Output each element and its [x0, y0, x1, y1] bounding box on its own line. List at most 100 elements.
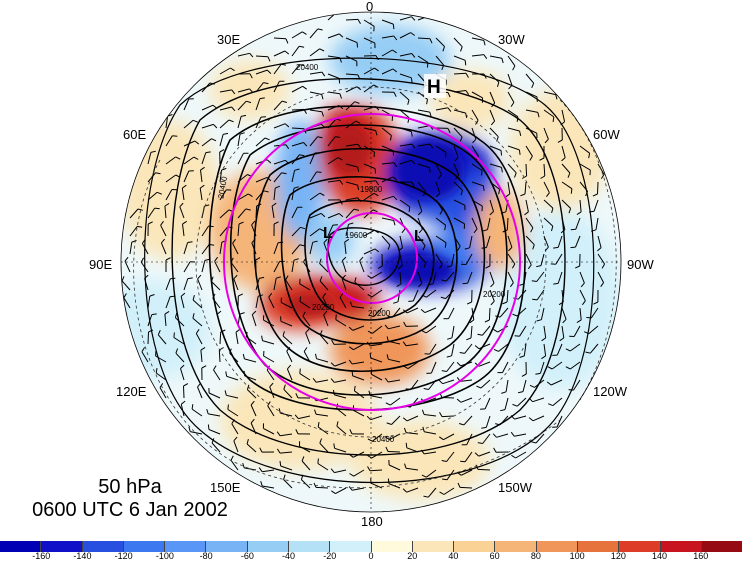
wind-barb — [201, 260, 206, 273]
wind-barb — [381, 19, 394, 25]
wind-barb — [540, 253, 545, 266]
wind-barb — [237, 208, 247, 219]
wind-barb-feather — [192, 313, 195, 319]
wind-barb-feather — [565, 366, 571, 370]
wind-barb-feather — [351, 370, 354, 376]
wind-barb-feather — [403, 427, 407, 433]
wind-barb — [219, 134, 224, 147]
wind-barb — [345, 163, 358, 168]
wind-barb — [316, 413, 329, 417]
polar-stereographic-map: 20400 20200 19600 20200 20200 20400 1980… — [120, 11, 622, 513]
wind-barb-feather — [426, 99, 428, 105]
wind-barb-feather — [562, 318, 567, 324]
wind-barb — [301, 460, 311, 471]
wind-barb — [208, 413, 221, 417]
wind-barb-feather — [466, 337, 472, 341]
wind-barb-feather — [211, 138, 217, 142]
wind-barb-feather — [342, 256, 347, 261]
colorbar-tick-label: 0 — [368, 551, 374, 561]
wind-barb — [247, 389, 257, 399]
wind-barb-feather — [410, 77, 413, 83]
wind-barb — [268, 296, 275, 309]
wind-barb — [165, 189, 173, 201]
wind-barb — [316, 358, 329, 363]
wind-barb-feather — [392, 49, 397, 54]
wind-barb-feather — [333, 443, 336, 449]
wind-barb-feather — [230, 455, 234, 461]
wind-barb — [335, 319, 347, 327]
wind-barb — [561, 307, 567, 320]
wind-barb-feather — [155, 368, 158, 374]
wind-barb-feather — [299, 154, 305, 157]
wind-barb-feather — [239, 312, 245, 315]
wind-barb — [561, 109, 566, 122]
wind-barb-feather — [473, 228, 478, 234]
wind-barb — [315, 486, 329, 489]
wind-barb — [556, 343, 563, 356]
wind-barb-feather — [287, 364, 292, 370]
wind-barb — [147, 191, 158, 201]
wind-barb — [231, 423, 239, 435]
wind-barb-feather — [207, 424, 210, 430]
wind-barb-feather — [238, 221, 244, 225]
wind-barb-feather — [255, 257, 261, 261]
wind-barb — [516, 397, 527, 407]
wind-barb — [561, 181, 573, 190]
wind-barb — [406, 432, 419, 435]
wind-barb-feather — [581, 300, 586, 306]
wind-barb — [226, 375, 239, 381]
wind-barb — [299, 373, 311, 381]
wind-barb — [363, 84, 374, 93]
wind-barb — [283, 479, 293, 489]
wind-barb — [183, 242, 189, 255]
wind-barb — [435, 55, 445, 66]
wind-barb-feather — [393, 301, 399, 304]
wind-barb — [183, 278, 189, 291]
wind-barb — [327, 33, 340, 39]
wind-barb-feather — [239, 132, 245, 135]
wind-barb — [273, 278, 277, 291]
wind-barb — [459, 486, 473, 489]
wind-barb-feather — [353, 385, 356, 391]
wind-barb — [183, 261, 191, 273]
wind-barb-feather — [454, 156, 459, 162]
colorbar-swatch — [618, 541, 660, 552]
wind-barb-feather — [250, 418, 255, 424]
wind-barb — [561, 199, 571, 209]
wind-barb-feather — [457, 246, 461, 251]
wind-barb — [363, 229, 375, 237]
wind-barb — [309, 242, 314, 255]
wind-barb-feather — [187, 241, 193, 243]
wind-barb — [219, 209, 230, 219]
wind-barb-feather — [301, 456, 305, 462]
wind-barb-feather — [124, 256, 129, 262]
wind-barb-feather — [389, 135, 392, 141]
wind-barb — [507, 163, 517, 174]
wind-barb — [435, 253, 443, 265]
wind-barb-feather — [187, 277, 193, 280]
wind-barb-feather — [348, 486, 353, 491]
wind-barb — [525, 73, 535, 84]
wind-barb — [280, 412, 293, 417]
wind-barb-feather — [357, 166, 360, 173]
wind-barb-feather — [541, 355, 546, 360]
wind-barb — [471, 181, 484, 187]
wind-barb-feather — [374, 67, 379, 72]
wind-barb-feather — [261, 335, 263, 341]
wind-barb — [309, 48, 320, 57]
wind-barb — [471, 163, 483, 171]
wind-barb — [334, 447, 347, 453]
wind-barb — [507, 73, 513, 86]
wind-barb-feather — [393, 91, 397, 97]
wind-barb-feather — [421, 330, 427, 334]
wind-barb-feather — [242, 353, 245, 360]
wind-barb — [327, 55, 340, 59]
wind-barb — [286, 368, 293, 381]
wind-barb — [525, 199, 529, 212]
wind-barb — [417, 55, 429, 64]
wind-barb-feather — [464, 247, 470, 250]
wind-barb-feather — [276, 448, 281, 454]
wind-barb — [540, 307, 545, 320]
wind-barb-feather — [315, 353, 317, 359]
wind-barb-feather — [458, 423, 465, 426]
